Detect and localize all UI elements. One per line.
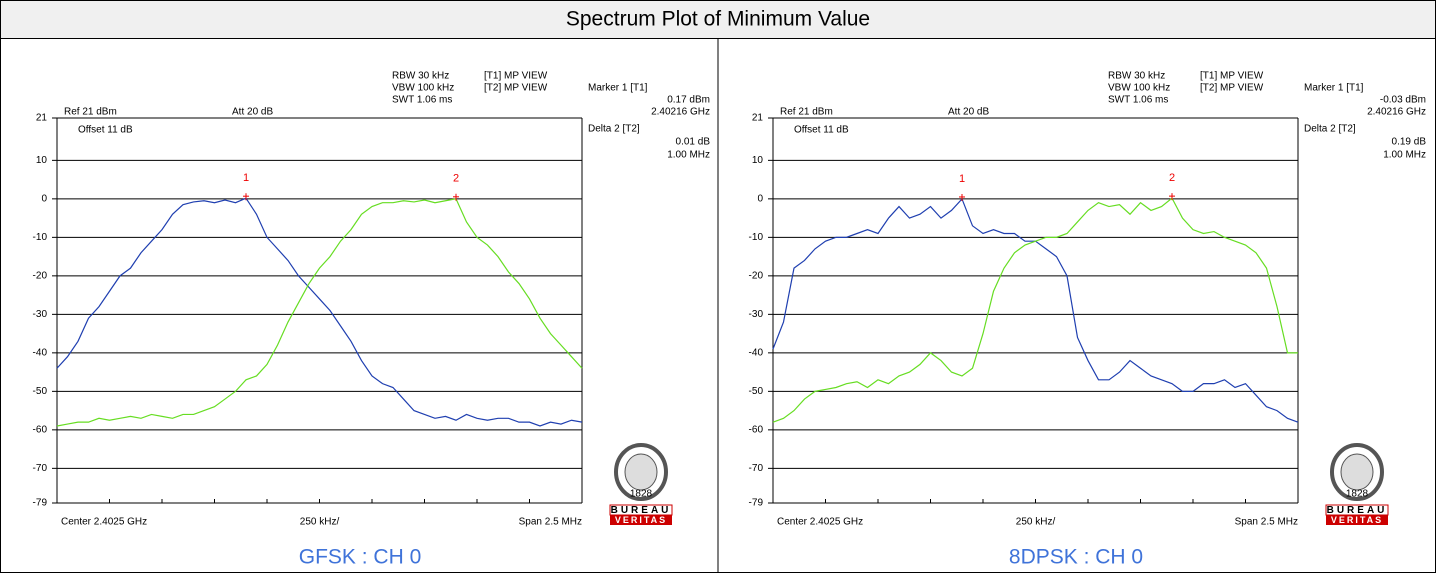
logo-bottom: VERITAS	[1331, 515, 1383, 525]
y-tick-label: -20	[749, 270, 764, 281]
logo-inner	[624, 453, 658, 491]
swt: SWT 1.06 ms	[392, 95, 452, 106]
marker-label: 2	[1169, 172, 1175, 184]
trace2: [T2] MP VIEW	[484, 83, 548, 94]
rbw: RBW 30 kHz	[392, 71, 449, 82]
delta-level: 0.01 dB	[676, 137, 711, 148]
vbw: VBW 100 kHz	[392, 83, 454, 94]
delta-freq: 1.00 MHz	[1383, 150, 1426, 161]
marker-level: -0.03 dBm	[1380, 95, 1426, 106]
center-label: Center 2.4025 GHz	[777, 517, 863, 528]
y-tick-label: 10	[36, 155, 48, 166]
rbw: RBW 30 kHz	[1108, 71, 1165, 82]
delta-level: 0.19 dB	[1392, 137, 1427, 148]
logo-bottom: VERITAS	[615, 515, 667, 525]
y-tick-label: -10	[749, 232, 764, 243]
ref: Ref 21 dBm	[64, 107, 117, 118]
y-tick-label: -79	[33, 498, 48, 509]
marker-freq: 2.40216 GHz	[651, 107, 710, 118]
y-tick-label: 21	[752, 113, 764, 124]
y-tick-label: -30	[749, 309, 764, 320]
y-tick-label: -10	[33, 232, 48, 243]
header-bar	[0, 0, 1436, 39]
y-tick-label: 0	[41, 193, 47, 204]
logo-box	[610, 515, 672, 525]
trace	[56, 198, 583, 427]
marker-level: 0.17 dBm	[667, 95, 710, 106]
ref: Ref 21 dBm	[780, 107, 833, 118]
logo-year: 1828	[1346, 489, 1369, 500]
y-tick-label: 10	[752, 155, 764, 166]
logo-top: BUREAU	[1327, 505, 1388, 516]
y-tick-label: -50	[33, 386, 48, 397]
y-tick-label: -40	[33, 347, 48, 358]
offset: Offset 11 dB	[78, 125, 133, 136]
y-tick-label: -50	[749, 386, 764, 397]
swt: SWT 1.06 ms	[1108, 95, 1168, 106]
att: Att 20 dB	[948, 107, 989, 118]
y-tick-label: -60	[749, 424, 764, 435]
marker-label: 2	[453, 173, 459, 185]
marker-label: 1	[243, 172, 249, 184]
trace	[772, 197, 1298, 423]
trace1: [T1] MP VIEW	[484, 71, 548, 82]
y-tick-label: 21	[36, 113, 48, 124]
div-label: 250 kHz/	[300, 517, 340, 528]
logo-box	[1326, 515, 1388, 525]
att: Att 20 dB	[232, 107, 273, 118]
y-tick-label: -60	[33, 424, 48, 435]
marker-label: 1	[959, 173, 965, 185]
marker-freq: 2.40216 GHz	[1367, 107, 1426, 118]
y-tick-label: -40	[749, 347, 764, 358]
logo-inner	[1340, 453, 1374, 491]
span-label: Span 2.5 MHz	[519, 517, 582, 528]
y-tick-label: -70	[749, 463, 764, 474]
delta-title: Delta 2 [T2]	[588, 124, 640, 135]
div-label: 250 kHz/	[1016, 517, 1056, 528]
span-label: Span 2.5 MHz	[1235, 517, 1298, 528]
y-tick-label: 0	[757, 193, 763, 204]
caption: 8DPSK : CH 0	[1009, 546, 1143, 569]
y-tick-label: -30	[33, 309, 48, 320]
trace1: [T1] MP VIEW	[1200, 71, 1264, 82]
caption: GFSK : CH 0	[299, 546, 422, 569]
y-tick-label: -79	[749, 498, 764, 509]
vbw: VBW 100 kHz	[1108, 83, 1170, 94]
offset: Offset 11 dB	[794, 125, 849, 136]
delta-title: Delta 2 [T2]	[1304, 124, 1356, 135]
logo-year: 1828	[630, 489, 653, 500]
trace	[56, 197, 583, 427]
center-label: Center 2.4025 GHz	[61, 517, 147, 528]
logo-top: BUREAU	[611, 505, 672, 516]
y-tick-label: -20	[33, 270, 48, 281]
page-title: Spectrum Plot of Minimum Value	[566, 8, 870, 31]
marker-title: Marker 1 [T1]	[588, 83, 648, 94]
marker-title: Marker 1 [T1]	[1304, 83, 1364, 94]
y-tick-label: -70	[33, 463, 48, 474]
delta-freq: 1.00 MHz	[667, 150, 710, 161]
trace2: [T2] MP VIEW	[1200, 83, 1264, 94]
